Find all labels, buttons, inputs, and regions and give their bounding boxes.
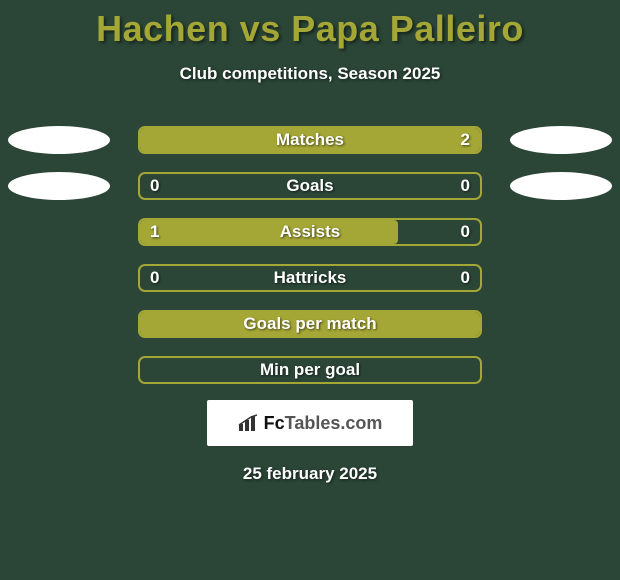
- stat-value-left: 0: [150, 268, 159, 288]
- stat-fill-right: [140, 128, 480, 152]
- stat-row: Assists10: [0, 218, 620, 246]
- stat-bar: Goals0 0: [138, 172, 482, 200]
- logo-text: FcTables.com: [264, 413, 383, 434]
- stat-value-right: 0: [461, 222, 470, 242]
- logo-rest: Tables: [285, 413, 341, 433]
- stat-rows: Matches2Goals00Assists10Hattricks00Goals…: [0, 126, 620, 384]
- stat-bar: Min per goal: [138, 356, 482, 384]
- date-label: 25 february 2025: [0, 464, 620, 484]
- stat-bar: Matches2: [138, 126, 482, 154]
- stat-bar: Assists10: [138, 218, 482, 246]
- stat-label: Min per goal: [140, 360, 480, 380]
- stat-value-right: 0: [461, 268, 470, 288]
- logo-dotcom: .com: [340, 413, 382, 433]
- source-logo: FcTables.com: [207, 400, 413, 446]
- bars-chart-icon: [238, 414, 260, 432]
- player-marker-right: [510, 126, 612, 154]
- stat-row: Goals per match: [0, 310, 620, 338]
- stat-row: Matches2: [0, 126, 620, 154]
- subtitle: Club competitions, Season 2025: [0, 64, 620, 84]
- stat-bar: Hattricks0 0: [138, 264, 482, 292]
- player-marker-left: [8, 172, 110, 200]
- page-title: Hachen vs Papa Palleiro: [0, 0, 620, 50]
- stat-row: Hattricks0 0: [0, 264, 620, 292]
- stat-value-left: 0: [150, 176, 159, 196]
- stat-fill-left: [140, 312, 480, 336]
- player-marker-left: [8, 126, 110, 154]
- stat-label: Goals: [140, 176, 480, 196]
- stat-row: Min per goal: [0, 356, 620, 384]
- player-marker-right: [510, 172, 612, 200]
- logo-fc: Fc: [264, 413, 285, 433]
- stat-value-right: 0: [461, 176, 470, 196]
- stat-label: Hattricks: [140, 268, 480, 288]
- stat-row: Goals0 0: [0, 172, 620, 200]
- stat-fill-left: [140, 220, 398, 244]
- stat-bar: Goals per match: [138, 310, 482, 338]
